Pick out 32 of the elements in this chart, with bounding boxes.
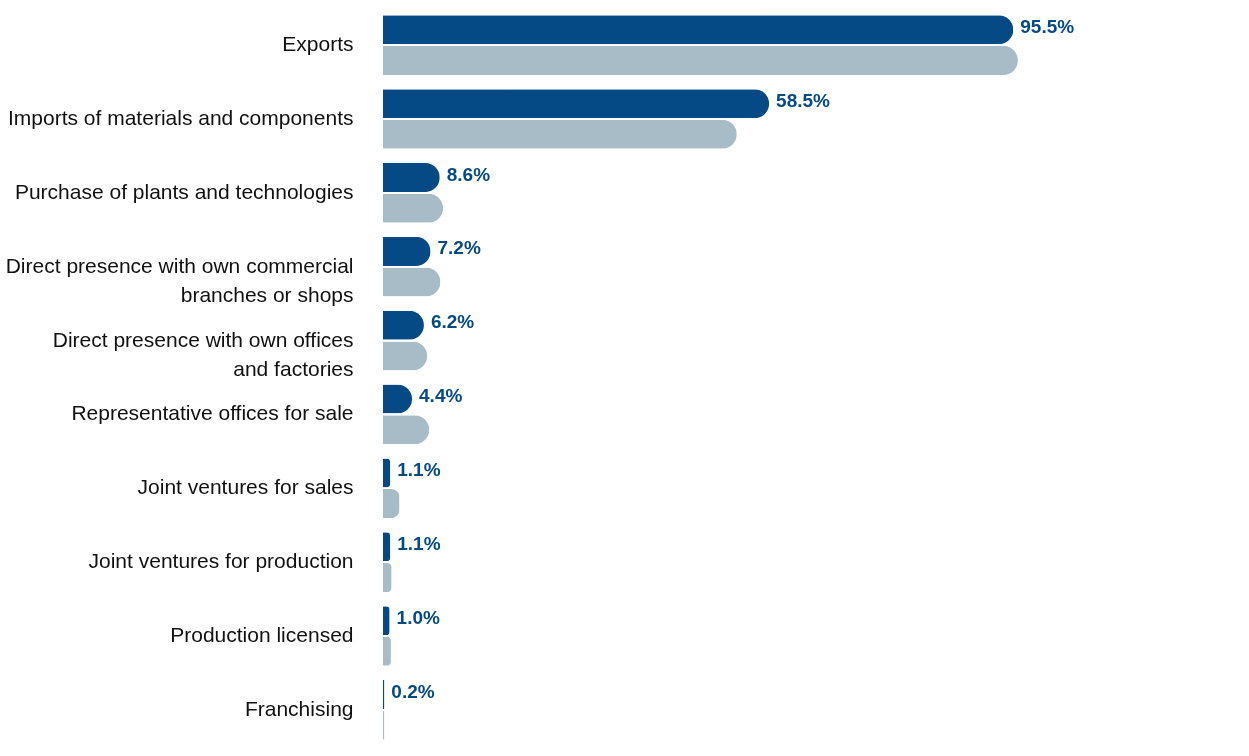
bar — [383, 119, 737, 149]
data-label: 1.1% — [397, 532, 441, 554]
y-tick-label: Joint ventures for sales — [137, 475, 354, 499]
bar — [383, 193, 444, 223]
data-label: 8.6% — [446, 163, 491, 185]
y-tick-label: Purchase of plants and technologies — [14, 179, 354, 203]
bar — [383, 458, 391, 488]
y-tick-label: Exports — [282, 32, 354, 56]
y-tick-label: Franchising — [244, 696, 354, 720]
data-label: 58.5% — [776, 89, 831, 111]
data-label: 0.2% — [391, 680, 435, 702]
y-tick-label: Joint ventures for production — [88, 549, 354, 573]
y-tick-label: Representative offices for sale — [71, 401, 354, 425]
bar — [383, 489, 400, 519]
y-tick-label: Production licensed — [170, 623, 354, 647]
data-label: 1.1% — [397, 458, 441, 480]
y-tick-label: Direct presence with own commercial branches or shops — [5, 253, 354, 306]
bar — [383, 163, 440, 193]
data-label: 95.5% — [1020, 15, 1075, 37]
bar — [383, 236, 431, 266]
bar — [383, 532, 391, 562]
data-label: 1.0% — [396, 606, 441, 628]
bar — [383, 89, 770, 119]
data-label: 6.2% — [430, 311, 475, 333]
y-tick-label: Imports of materials and components — [8, 105, 354, 129]
data-label: 7.2% — [437, 237, 481, 259]
data-label: 4.4% — [419, 385, 463, 407]
bar — [383, 562, 392, 592]
bar — [383, 15, 1014, 45]
bar — [383, 267, 441, 297]
y-tick-label: Direct presence with own offices and factories — [52, 327, 354, 380]
bar — [383, 45, 1018, 75]
